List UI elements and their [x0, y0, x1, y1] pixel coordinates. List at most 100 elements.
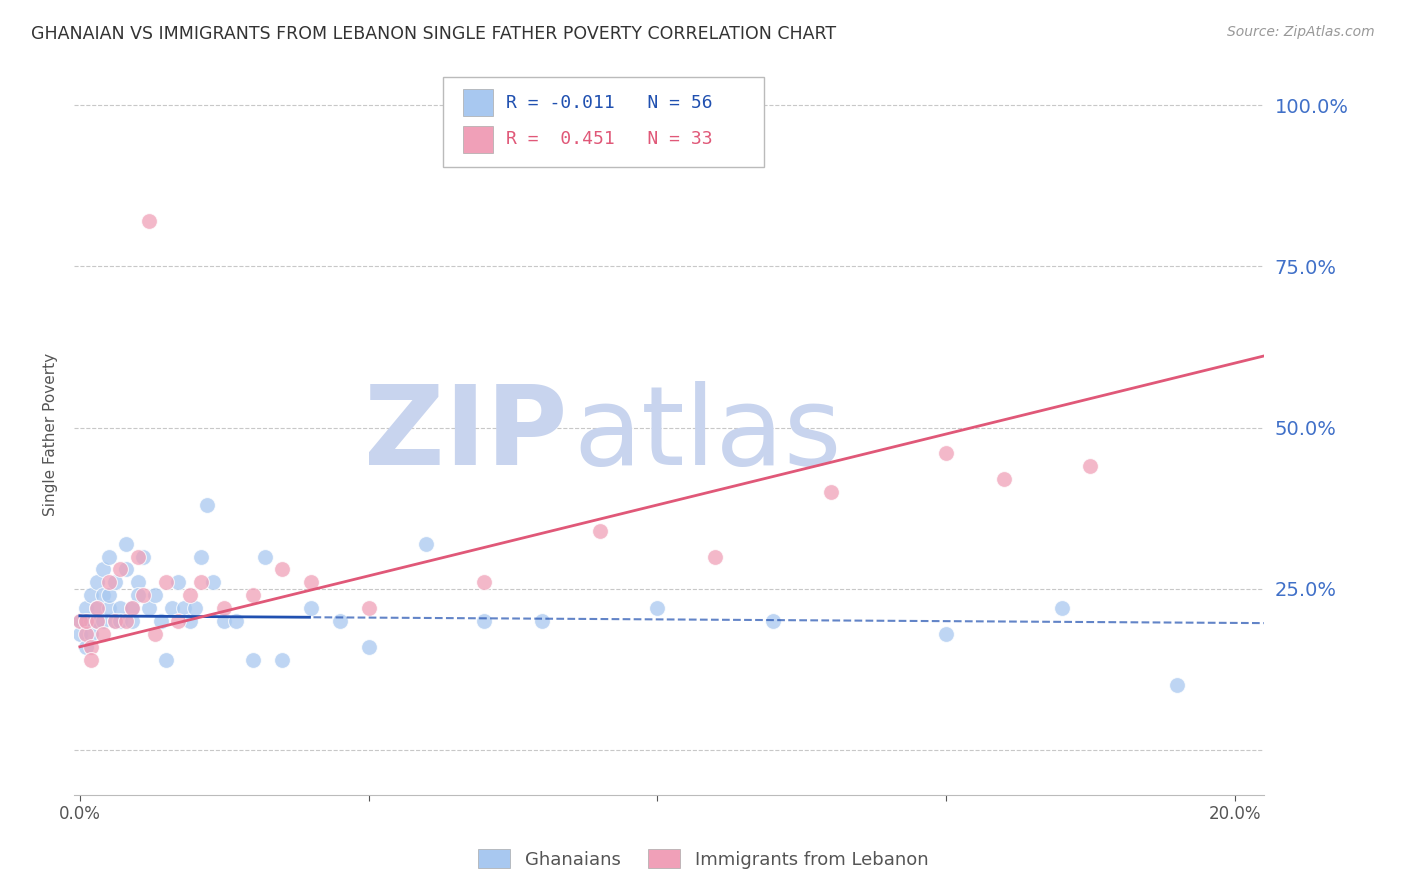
Text: Source: ZipAtlas.com: Source: ZipAtlas.com [1227, 25, 1375, 39]
Point [80, 588, 103, 602]
Point [588, 524, 610, 538]
Point [357, 601, 380, 615]
Point [86, 601, 108, 615]
Point [69, 614, 91, 628]
Point [75, 601, 97, 615]
Point [299, 601, 322, 615]
Point [80, 614, 103, 628]
Text: ZIP: ZIP [364, 381, 568, 488]
Point [415, 536, 437, 550]
Point [472, 575, 495, 590]
Point [271, 562, 294, 576]
Point [127, 588, 149, 602]
Point [472, 614, 495, 628]
Point [195, 498, 218, 512]
Point [162, 601, 184, 615]
Point [115, 614, 138, 628]
Point [75, 627, 97, 641]
Bar [463, 89, 494, 116]
Point [253, 549, 276, 564]
Point [820, 485, 842, 500]
Point [184, 601, 207, 615]
Point [155, 575, 177, 590]
Point [173, 601, 195, 615]
Point [647, 601, 669, 615]
Text: atlas: atlas [574, 381, 842, 488]
Point [179, 588, 201, 602]
Point [212, 601, 235, 615]
Point [167, 575, 190, 590]
Point [103, 614, 125, 628]
Point [121, 601, 143, 615]
Point [155, 653, 177, 667]
Point [935, 446, 957, 460]
Legend: Ghanaians, Immigrants from Lebanon: Ghanaians, Immigrants from Lebanon [471, 842, 935, 876]
Point [167, 614, 190, 628]
Point [935, 627, 957, 641]
Y-axis label: Single Father Poverty: Single Father Poverty [44, 352, 58, 516]
Point [75, 614, 97, 628]
Point [1166, 678, 1188, 692]
Point [69, 627, 91, 641]
Point [1080, 459, 1102, 474]
Point [69, 614, 91, 628]
Point [103, 614, 125, 628]
Point [91, 588, 114, 602]
Point [97, 588, 120, 602]
Point [127, 575, 149, 590]
Point [190, 549, 212, 564]
Text: R =  0.451   N = 33: R = 0.451 N = 33 [506, 130, 713, 148]
Point [225, 614, 247, 628]
Point [115, 536, 138, 550]
Point [993, 472, 1015, 486]
Point [110, 562, 132, 576]
Point [242, 588, 264, 602]
Point [86, 575, 108, 590]
Point [149, 614, 172, 628]
Point [132, 588, 155, 602]
Point [190, 575, 212, 590]
Point [110, 614, 132, 628]
Point [212, 614, 235, 628]
Point [91, 614, 114, 628]
Point [143, 588, 166, 602]
Point [201, 575, 224, 590]
Point [1050, 601, 1073, 615]
Point [271, 653, 294, 667]
Point [299, 575, 322, 590]
Point [80, 627, 103, 641]
Point [97, 601, 120, 615]
Point [179, 614, 201, 628]
Point [138, 214, 160, 228]
FancyBboxPatch shape [443, 77, 763, 167]
Point [762, 614, 785, 628]
Point [357, 640, 380, 654]
Text: GHANAIAN VS IMMIGRANTS FROM LEBANON SINGLE FATHER POVERTY CORRELATION CHART: GHANAIAN VS IMMIGRANTS FROM LEBANON SING… [31, 25, 837, 43]
Point [86, 614, 108, 628]
Point [86, 601, 108, 615]
Point [138, 601, 160, 615]
Point [91, 627, 114, 641]
Bar [463, 126, 494, 153]
Point [103, 575, 125, 590]
Point [704, 549, 727, 564]
Point [121, 601, 143, 615]
Point [242, 653, 264, 667]
Point [121, 614, 143, 628]
Point [80, 640, 103, 654]
Point [97, 549, 120, 564]
Point [80, 653, 103, 667]
Point [143, 627, 166, 641]
Point [127, 549, 149, 564]
Point [115, 562, 138, 576]
Point [75, 614, 97, 628]
Point [91, 562, 114, 576]
Text: R = -0.011   N = 56: R = -0.011 N = 56 [506, 94, 713, 112]
Point [86, 614, 108, 628]
Point [97, 575, 120, 590]
Point [132, 549, 155, 564]
Point [110, 601, 132, 615]
Point [329, 614, 352, 628]
Point [75, 640, 97, 654]
Point [530, 614, 553, 628]
